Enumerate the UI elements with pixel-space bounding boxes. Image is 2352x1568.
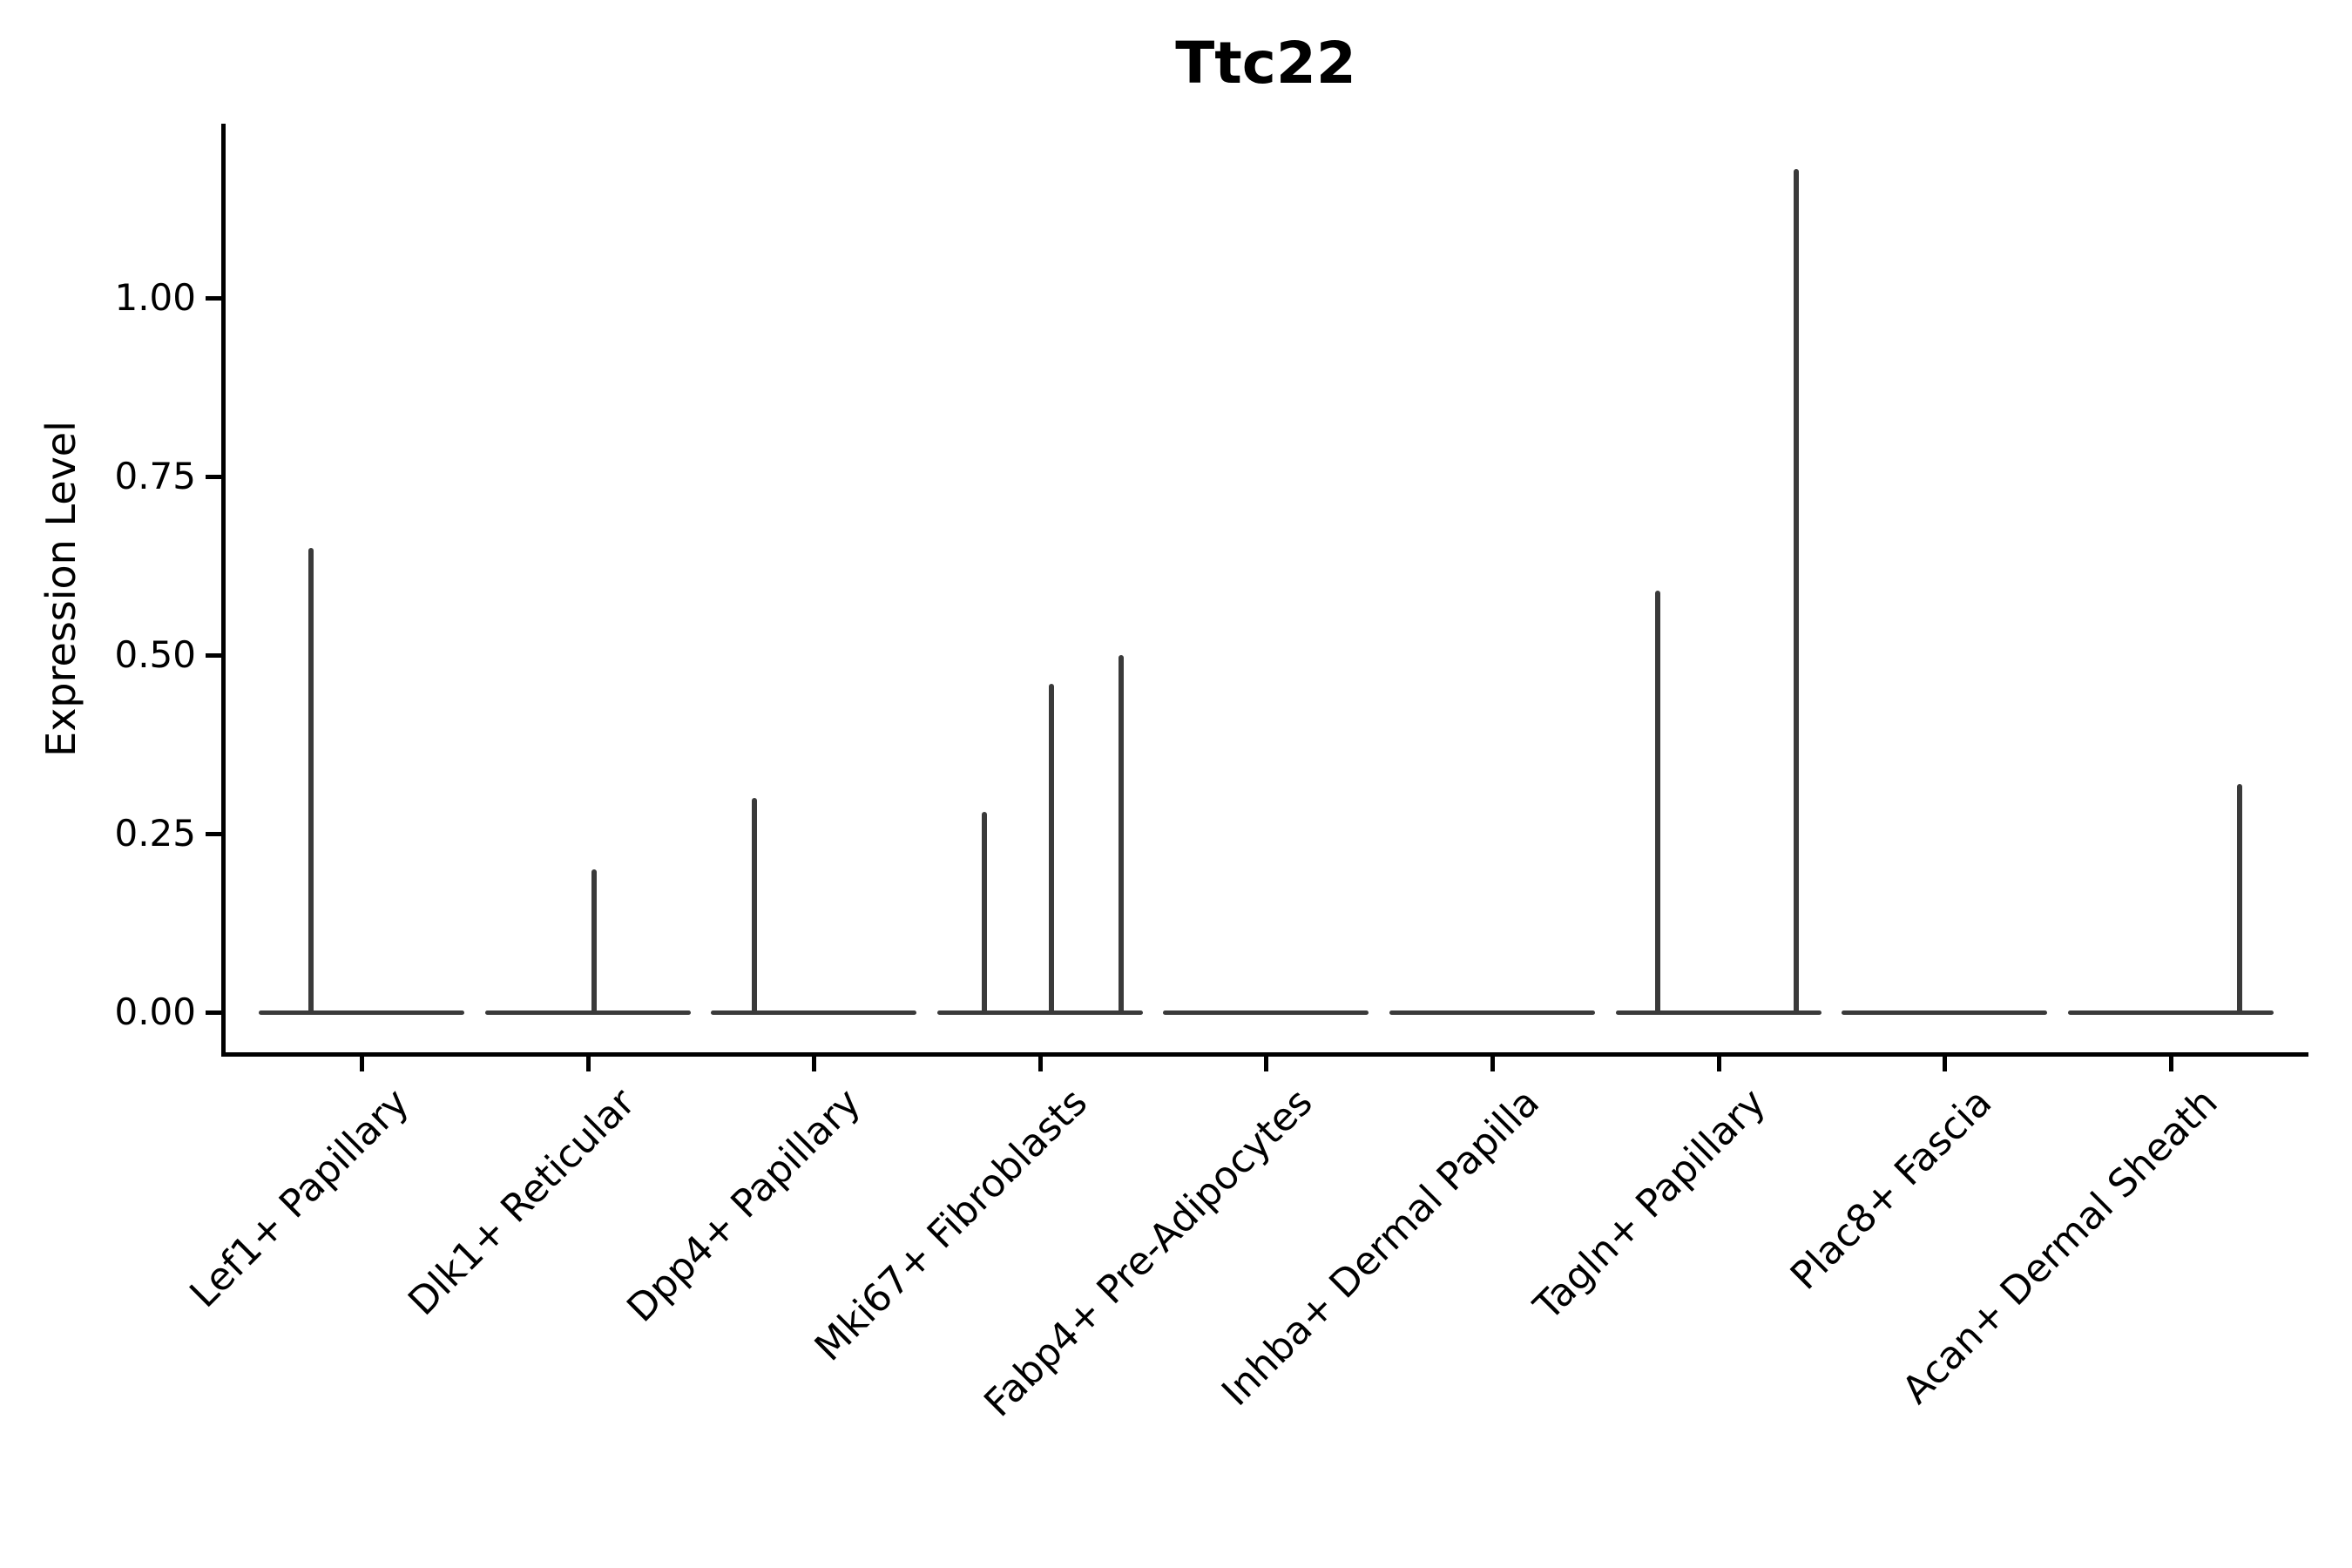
x-tick-mark bbox=[812, 1056, 816, 1071]
violin-spike bbox=[1049, 684, 1054, 1015]
x-tick-mark bbox=[586, 1056, 591, 1071]
y-tick-mark bbox=[206, 296, 222, 301]
x-tick-mark bbox=[2169, 1056, 2173, 1071]
violin-spike bbox=[752, 798, 757, 1015]
violin-body bbox=[259, 1010, 464, 1015]
violin-body bbox=[1389, 1010, 1595, 1015]
y-tick-label: 0.75 bbox=[114, 455, 196, 497]
y-tick-mark bbox=[206, 475, 222, 479]
y-tick-label: 0.00 bbox=[114, 990, 196, 1033]
x-axis-spine bbox=[221, 1052, 2308, 1057]
x-tick-label: Dpp4+ Papillary bbox=[618, 1080, 870, 1331]
violin-spike bbox=[308, 548, 314, 1015]
x-tick-label: Lef1+ Papillary bbox=[180, 1080, 418, 1317]
x-tick-label: Dlk1+ Reticular bbox=[400, 1080, 645, 1324]
violin-spike bbox=[591, 869, 597, 1015]
violin-spike bbox=[2237, 784, 2242, 1015]
x-tick-mark bbox=[1264, 1056, 1268, 1071]
y-tick-label: 0.25 bbox=[114, 812, 196, 855]
violin-spike bbox=[1794, 169, 1799, 1015]
x-tick-label: Plac8+ Fascia bbox=[1781, 1080, 2001, 1299]
violin-body bbox=[711, 1010, 916, 1015]
x-tick-mark bbox=[360, 1056, 364, 1071]
violin-body bbox=[1163, 1010, 1369, 1015]
x-tick-mark bbox=[1490, 1056, 1495, 1071]
violin-body bbox=[485, 1010, 691, 1015]
violin-spike bbox=[1655, 591, 1660, 1015]
y-tick-mark bbox=[206, 1010, 222, 1015]
y-tick-label: 0.50 bbox=[114, 633, 196, 676]
violin-spike bbox=[1119, 655, 1124, 1015]
y-tick-label: 1.00 bbox=[114, 276, 196, 319]
x-tick-mark bbox=[1717, 1056, 1721, 1071]
violin-body bbox=[1616, 1010, 1821, 1015]
y-axis-label: Expression Level bbox=[37, 421, 84, 757]
y-tick-mark bbox=[206, 653, 222, 658]
chart-title: Ttc22 bbox=[1175, 30, 1356, 97]
violin-body bbox=[2068, 1010, 2274, 1015]
y-axis-spine bbox=[221, 124, 226, 1056]
violin-body bbox=[937, 1010, 1143, 1015]
violin-body bbox=[1842, 1010, 2047, 1015]
x-tick-label: Tagln+ Papillary bbox=[1525, 1080, 1775, 1329]
y-tick-mark bbox=[206, 832, 222, 836]
x-tick-mark bbox=[1038, 1056, 1043, 1071]
violin-spike bbox=[982, 812, 987, 1015]
x-tick-mark bbox=[1943, 1056, 1947, 1071]
